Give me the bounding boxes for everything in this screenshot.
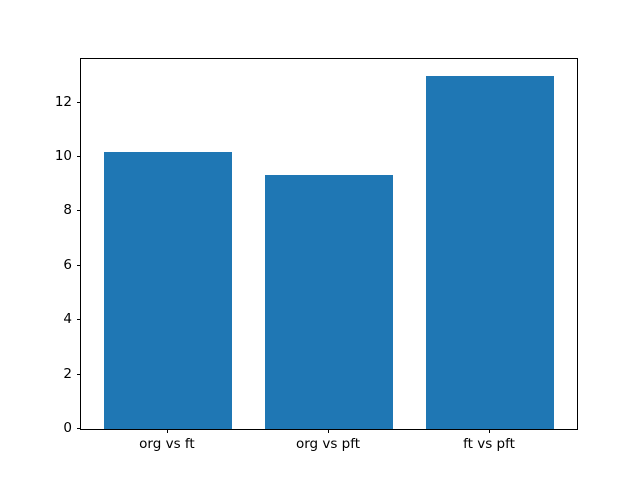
y-tick-mark — [76, 319, 81, 321]
y-tick-mark — [76, 373, 81, 375]
x-tick-label: org vs pft — [295, 436, 361, 452]
y-tick-label: 6 — [63, 256, 72, 273]
y-tick-label: 12 — [54, 93, 72, 110]
y-tick-label: 8 — [63, 202, 72, 219]
x-tick-label: ft vs pft — [463, 436, 515, 452]
x-tick-mark — [166, 429, 168, 433]
y-tick-mark — [76, 101, 81, 103]
x-tick-mark — [489, 429, 491, 433]
x-tick-mark — [328, 429, 329, 433]
y-tick-label: 0 — [63, 420, 72, 436]
y-tick-mark — [76, 264, 81, 266]
x-tick-label: org vs ft — [139, 436, 195, 452]
bar-1 — [264, 174, 394, 429]
y-tick-label: 4 — [63, 311, 72, 328]
y-tick-mark — [76, 210, 81, 212]
y-tick-mark — [76, 428, 81, 429]
bar-0 — [103, 151, 233, 429]
y-tick-mark — [76, 155, 81, 157]
plot-area — [80, 58, 578, 430]
y-tick-label: 2 — [63, 365, 72, 382]
bar-2 — [425, 76, 555, 429]
y-tick-label: 10 — [54, 147, 72, 164]
